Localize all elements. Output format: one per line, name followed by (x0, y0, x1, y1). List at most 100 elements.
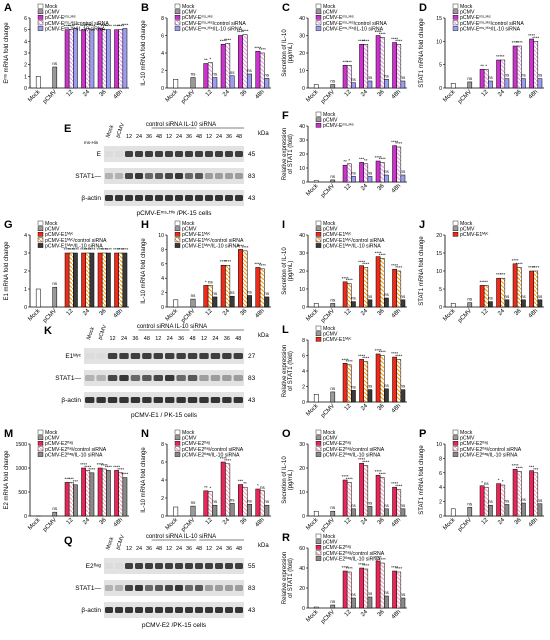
significance-label: * (209, 57, 211, 62)
legend-entry: pCMV (460, 436, 475, 442)
bar-pcmv (330, 179, 336, 183)
bar (367, 506, 373, 517)
blot-band (205, 585, 213, 591)
legend-swatch (315, 20, 322, 26)
significance-label: **** (528, 265, 535, 270)
significance-label: ns (538, 73, 544, 78)
x-tick-label: Mock (442, 516, 457, 531)
significance-label: **** (358, 353, 365, 358)
y-axis-label: STAT1 mRNA fold change (419, 445, 425, 515)
significance-label: **** (375, 30, 382, 35)
blot-lane-label: 48 (236, 134, 242, 140)
y-tick-label: 4 (439, 485, 442, 491)
significance-label: **** (84, 23, 91, 28)
legend-swatch (174, 243, 181, 248)
y-tick-label: 6 (439, 471, 442, 477)
blot-lane-label: Mock (105, 536, 115, 551)
bar (346, 283, 352, 308)
legend-swatch (174, 452, 181, 457)
bar (212, 77, 218, 89)
significance-label: ns (484, 481, 490, 486)
y-tick-label: 10 (436, 442, 442, 448)
y-tick-label: 30 (299, 138, 305, 144)
blot-membrane (84, 370, 244, 386)
significance-label: ns (52, 61, 58, 66)
blot-band (135, 195, 143, 201)
y-tick-label: 3 (24, 251, 27, 257)
blot-lane-label: 12 (166, 546, 172, 552)
bar (533, 270, 539, 308)
x-tick-label: 24 (497, 517, 506, 526)
y-tick-label: 10 (158, 233, 164, 239)
y-tick-label: 3 (24, 51, 27, 57)
bar (400, 597, 406, 609)
bar (516, 471, 522, 517)
blot-lane-label: pCMV (97, 324, 108, 341)
legend-entry: Mock (460, 430, 473, 436)
legend-swatch (315, 26, 322, 31)
x-tick-label: pCMV (457, 517, 473, 533)
x-tick-label: Mock (305, 516, 320, 531)
bar (516, 45, 522, 89)
bar (483, 285, 489, 308)
bar (342, 281, 348, 308)
panel-letter: R (282, 532, 290, 544)
significance-label: ns (521, 497, 527, 502)
blot-band (187, 397, 198, 403)
y-tick-label: 0 (302, 86, 305, 92)
bar (392, 42, 397, 89)
y-tick-label: 20 (436, 233, 442, 239)
bar (512, 468, 518, 517)
blot-band (145, 151, 153, 157)
legend-swatch (452, 429, 459, 435)
x-tick-label: 48h (254, 308, 265, 319)
blot-band (155, 151, 163, 157)
legend-swatch (452, 3, 459, 9)
bar (533, 472, 539, 517)
bar (238, 484, 244, 517)
blot-band (235, 563, 243, 569)
significance-label: ns (212, 291, 218, 296)
bar (392, 570, 397, 609)
y-tick-label: 0 (302, 606, 305, 612)
significance-label: * (348, 158, 350, 163)
significance-label: **** (84, 247, 91, 252)
blot-band (215, 195, 223, 201)
panel-letter: B (141, 2, 149, 14)
significance-label: **** (362, 261, 369, 266)
blot-lane-label: 36 (178, 336, 184, 342)
significance-label: ns (351, 384, 357, 389)
legend-swatch (37, 446, 44, 452)
blot-lane-label: 24 (176, 134, 182, 140)
significance-label: **** (220, 38, 227, 43)
y-tick-label: 0 (302, 400, 305, 406)
blot-kd-marker: 83 (248, 173, 256, 180)
bar (375, 35, 381, 89)
legend-swatch (315, 435, 322, 441)
bar-pcmv (52, 286, 58, 308)
y-tick-label: 40 (299, 233, 305, 239)
panel-letter: F (282, 110, 289, 122)
bar (359, 265, 364, 308)
legend-swatch (315, 325, 322, 331)
legend-swatch (37, 441, 44, 446)
blot-header: control siRNA IL-10 siRNA (146, 122, 216, 128)
bar (529, 270, 534, 308)
bar (220, 44, 226, 89)
blot-lane-label: 48 (156, 134, 162, 140)
significance-label: **** (379, 252, 386, 257)
bar (537, 503, 543, 517)
blot-band (225, 585, 233, 591)
x-tick-label: 12 (344, 183, 353, 192)
blot-band (175, 585, 183, 591)
x-tick-label: 36 (99, 89, 108, 98)
bar (375, 353, 381, 403)
bar-mock (313, 394, 319, 403)
blot-band (96, 375, 106, 381)
legend-entry: pCMV-E2ᶠˡᵃᵍ/control siRNA (460, 447, 522, 453)
y-tick-label: 2 (24, 63, 27, 69)
blot-band (153, 375, 163, 381)
legend-swatch (315, 14, 322, 20)
x-tick-label: Mock (305, 182, 320, 197)
